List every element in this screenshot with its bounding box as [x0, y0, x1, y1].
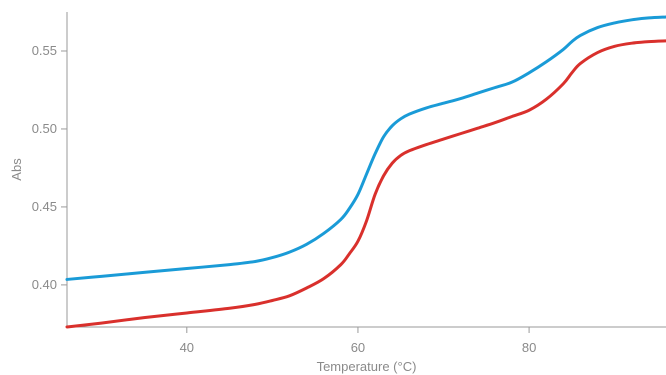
x-ticks: 40 60 80 — [180, 327, 536, 355]
series-line-red — [65, 39, 666, 329]
x-axis-title: Temperature (°C) — [317, 359, 417, 374]
y-tick-label: 0.40 — [32, 277, 57, 292]
y-ticks: 0.40 0.45 0.50 0.55 — [32, 43, 67, 292]
series-line-blue — [65, 15, 666, 281]
series-layer — [65, 15, 666, 329]
axes — [66, 12, 666, 328]
y-tick-label: 0.45 — [32, 199, 57, 214]
x-tick-label: 40 — [180, 340, 194, 355]
y-tick-label: 0.50 — [32, 121, 57, 136]
y-tick-label: 0.55 — [32, 43, 57, 58]
x-tick-label: 80 — [522, 340, 536, 355]
y-axis-title: Abs — [9, 158, 24, 181]
x-tick-label: 60 — [351, 340, 365, 355]
